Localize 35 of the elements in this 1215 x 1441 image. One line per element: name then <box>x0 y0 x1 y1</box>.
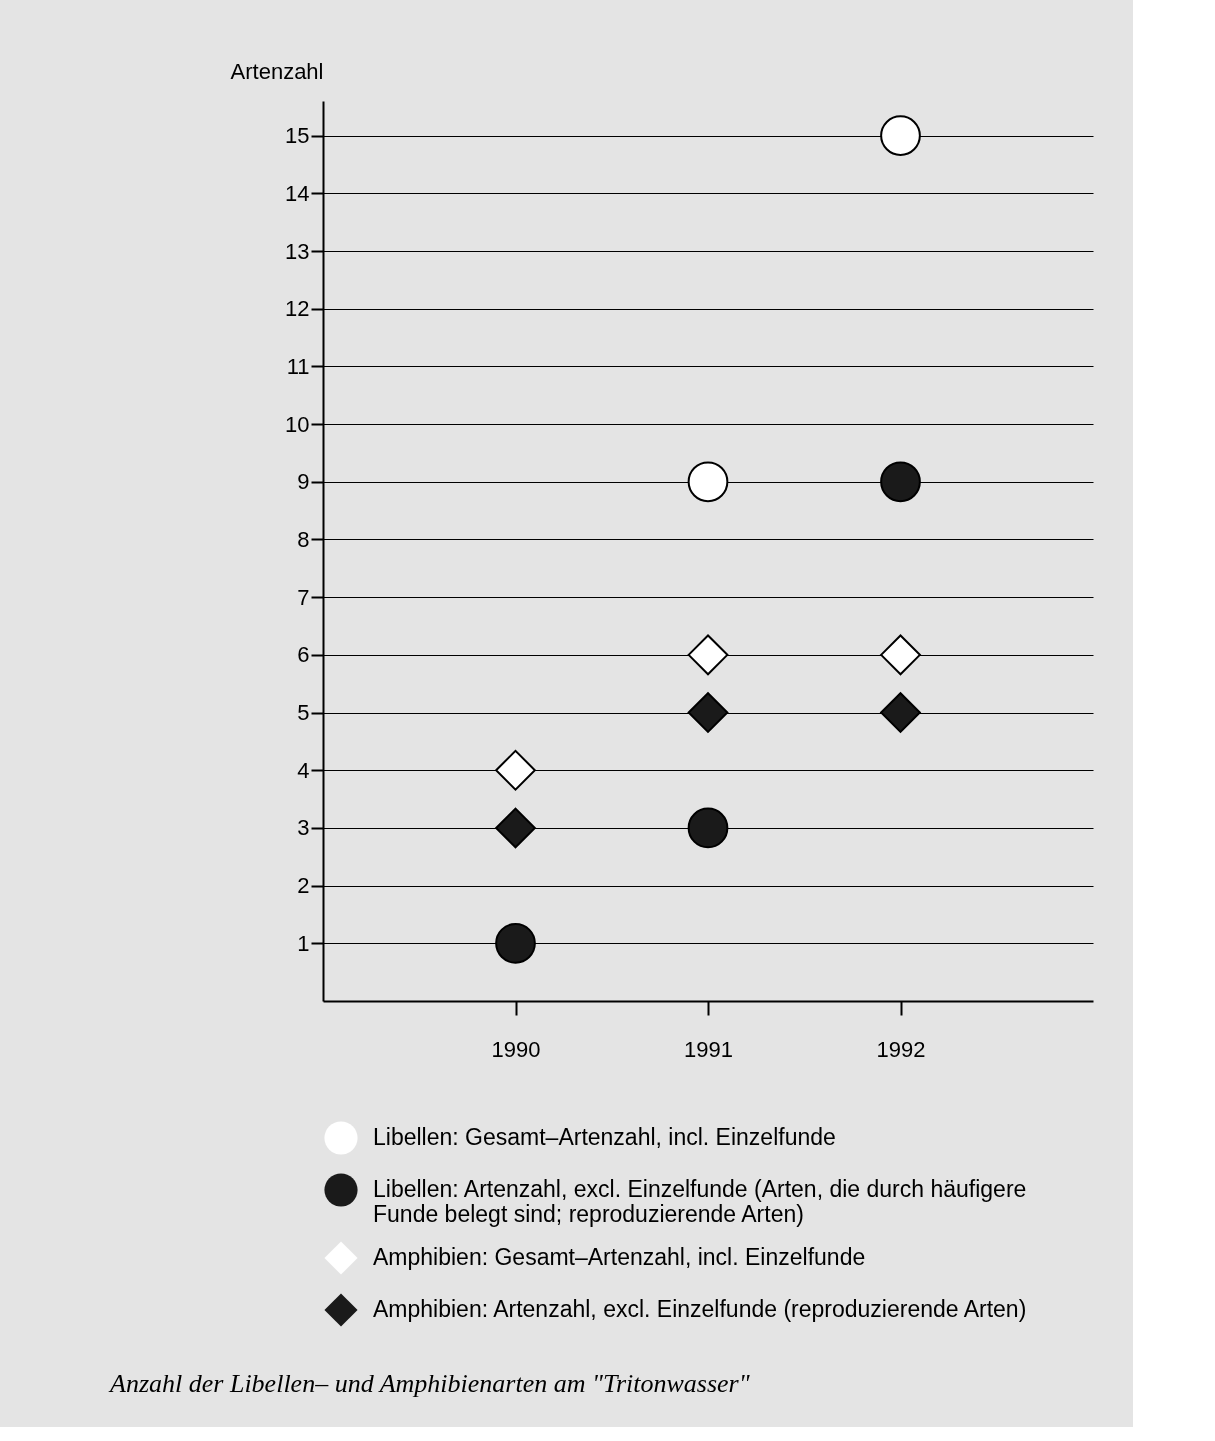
y-tick-label: 10 <box>285 411 310 437</box>
point <box>880 115 921 156</box>
point <box>687 634 729 676</box>
y-tick-label: 9 <box>297 469 310 495</box>
legend-label: Amphibien: Gesamt–Artenzahl, incl. Einzelfunde <box>373 1244 866 1270</box>
y-tick-label: 4 <box>297 757 310 783</box>
y-tick-label: 2 <box>297 873 310 899</box>
point <box>687 692 729 733</box>
y-tick-label: 3 <box>297 815 310 841</box>
y-tick-label: 14 <box>285 180 310 206</box>
point <box>880 634 921 676</box>
legend-label: Libellen: Gesamt–Artenzahl, incl. Einzelfunde <box>373 1124 836 1150</box>
y-tick-label: 7 <box>297 584 310 610</box>
point <box>495 807 536 849</box>
y-tick-label: 1 <box>297 930 310 956</box>
y-tick-label: 15 <box>285 123 310 149</box>
x-tick-label: 1991 <box>684 1036 733 1062</box>
point <box>687 461 729 503</box>
y-tick-label: 8 <box>297 526 310 552</box>
point <box>687 807 729 849</box>
y-axis-title: Artenzahl <box>230 58 324 84</box>
point <box>880 692 921 733</box>
text: Anzahl der Libellen– und Amphibienarten am "Tritonwasser" <box>108 1369 750 1398</box>
legend-label: Amphibien: Artenzahl, excl. Einzelfunde (reproduzierende Arten) <box>373 1296 1027 1322</box>
x-tick-label: 1990 <box>491 1036 541 1062</box>
point <box>880 461 921 503</box>
y-tick-label: 6 <box>297 642 310 668</box>
point <box>495 749 536 791</box>
point <box>495 922 536 964</box>
y-tick-label: 12 <box>285 296 310 322</box>
x-tick-label: 1992 <box>876 1036 926 1062</box>
y-tick-label: 11 <box>286 353 310 379</box>
legend-label: Libellen: Artenzahl, excl. Einzelfunde (Arten, die durch häufigere Funde belegt sind; reproduzierende Arten) <box>373 1176 1027 1227</box>
y-tick-label: 5 <box>297 700 310 726</box>
y-tick-label: 13 <box>285 238 310 264</box>
